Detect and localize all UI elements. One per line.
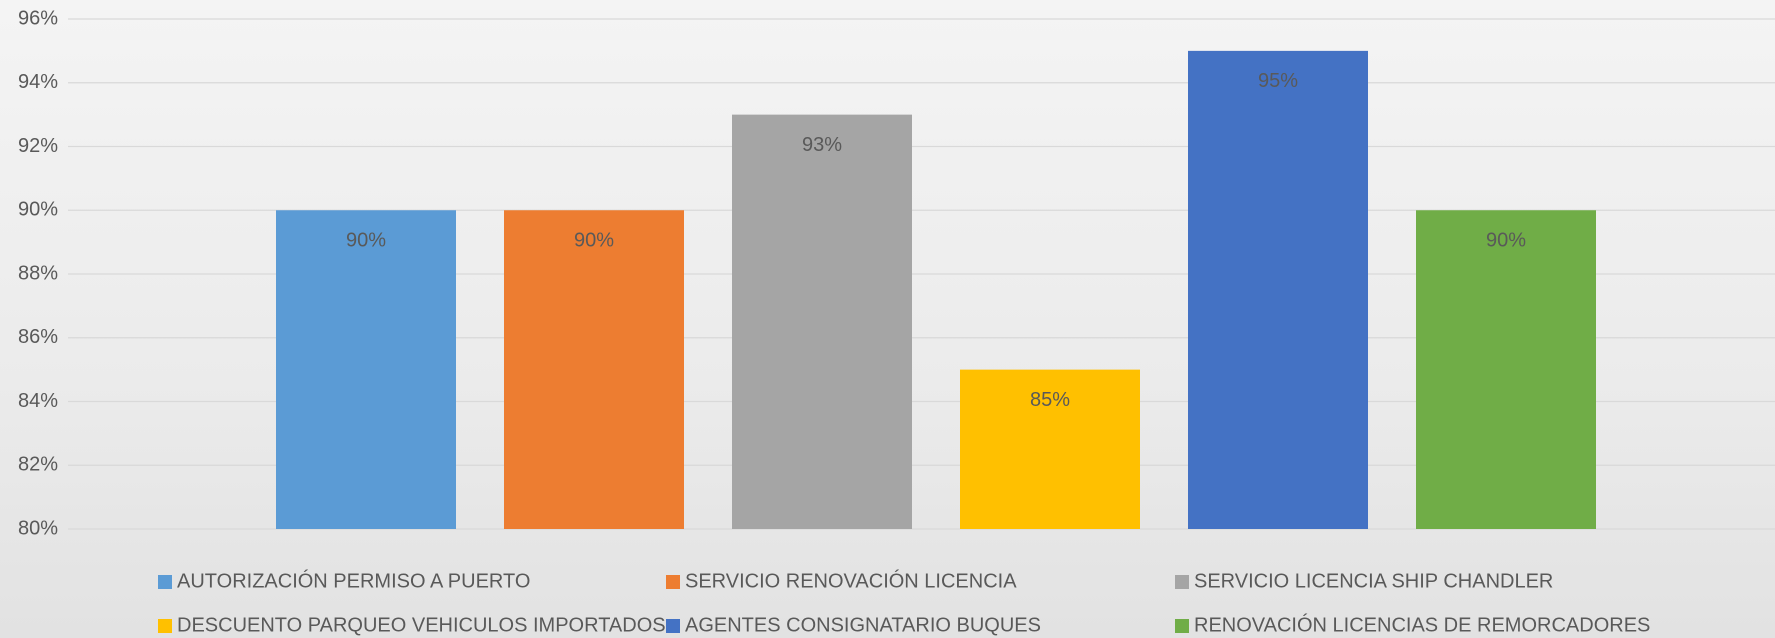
data-label: 90% [346,230,386,252]
y-tick-label: 90% [18,199,58,221]
legend-label: RENOVACIÓN LICENCIAS DE REMORCADORES [1194,613,1650,636]
legend-label: SERVICIO LICENCIA SHIP CHANDLER [1194,570,1553,592]
y-tick-label: 96% [18,7,58,29]
y-tick-label: 82% [18,454,58,476]
legend-label: AUTORIZACIÓN PERMISO A PUERTO [177,569,530,592]
y-tick-label: 92% [18,135,58,157]
bar [1188,50,1368,529]
data-label: 90% [1486,230,1526,252]
legend-swatch [666,619,680,633]
legend-swatch [158,619,172,633]
data-label: 90% [574,230,614,252]
bar [732,114,912,529]
legend-swatch [1175,575,1189,589]
bar [960,369,1140,529]
y-tick-label: 88% [18,262,58,284]
legend-swatch [1175,619,1189,633]
y-tick-label: 86% [18,326,58,348]
legend-swatch [158,575,172,589]
y-tick-label: 84% [18,390,58,412]
bar [1416,210,1596,529]
y-tick-label: 94% [18,71,58,93]
legend-label: AGENTES CONSIGNATARIO BUQUES [685,614,1041,636]
bar [276,210,456,529]
legend-label: SERVICIO RENOVACIÓN LICENCIA [685,569,1017,592]
y-tick-label: 80% [18,517,58,539]
legend-label: DESCUENTO PARQUEO VEHICULOS IMPORTADOS [177,614,666,636]
legend-swatch [666,575,680,589]
data-label: 95% [1258,70,1298,92]
data-label: 93% [802,134,842,156]
bar [504,210,684,529]
data-label: 85% [1030,389,1070,411]
